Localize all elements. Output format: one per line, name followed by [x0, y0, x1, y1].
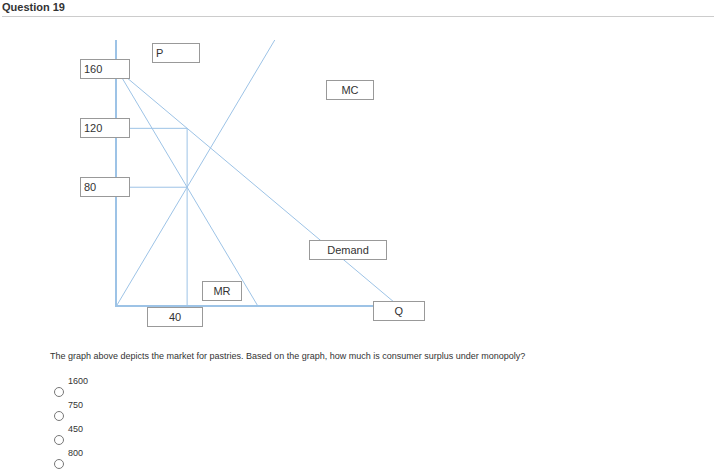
svg-text:MR: MR	[213, 285, 230, 297]
html-text:Question 19: Question 19	[2, 1, 65, 13]
svg-text:Q: Q	[395, 305, 404, 317]
html-text:The graph above depicts the ma: The graph above depicts the market for p…	[50, 351, 526, 361]
svg-text:MC: MC	[341, 84, 358, 96]
html-text:750: 750	[68, 400, 83, 410]
svg-text:120: 120	[84, 122, 102, 134]
svg-text:160: 160	[84, 63, 102, 75]
html-text:1600: 1600	[68, 376, 88, 386]
html-text:450: 450	[68, 424, 83, 434]
svg-text:P: P	[156, 47, 163, 59]
html-text:800: 800	[68, 448, 83, 458]
svg-text:Demand: Demand	[327, 244, 369, 256]
svg-text:40: 40	[169, 311, 181, 323]
svg-text:80: 80	[84, 181, 96, 193]
